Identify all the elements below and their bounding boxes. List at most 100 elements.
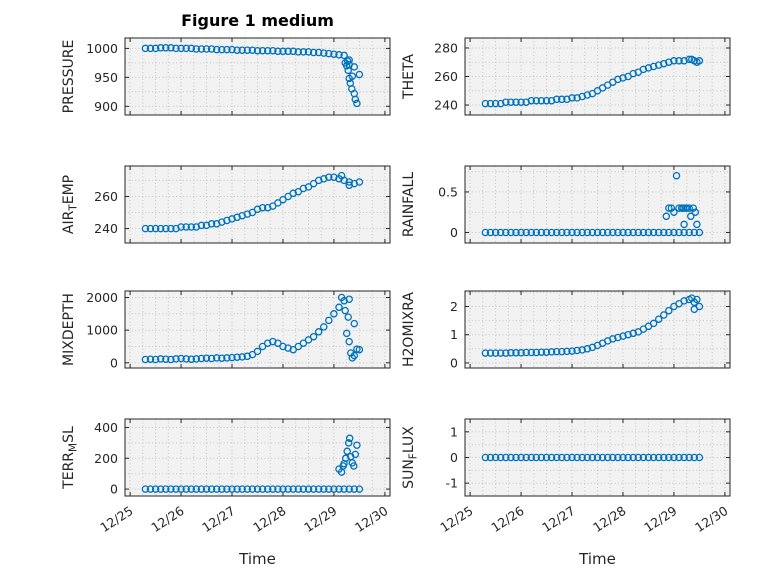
data-point-marker <box>263 485 272 493</box>
data-point-marker <box>578 346 586 354</box>
data-point-marker <box>238 353 246 361</box>
data-point-marker <box>685 453 693 462</box>
y-tick-label: 200 <box>94 451 118 466</box>
data-point-marker <box>583 228 592 237</box>
data-point-marker <box>552 95 561 104</box>
data-point-marker <box>496 99 505 108</box>
x-tick-label: 12/27 <box>199 503 237 535</box>
data-point-marker <box>695 453 704 462</box>
data-point-marker <box>486 453 495 462</box>
data-point-marker <box>218 45 226 54</box>
data-point-marker <box>330 310 338 318</box>
data-point-marker <box>284 192 292 201</box>
data-point-marker <box>693 58 701 66</box>
data-point-marker <box>517 228 525 237</box>
data-point-marker <box>233 213 241 222</box>
data-point-marker <box>670 228 678 237</box>
data-point-marker <box>644 228 653 237</box>
data-point-marker <box>263 203 272 212</box>
y-tick-label: 0 <box>450 355 458 370</box>
data-point-marker <box>660 453 668 462</box>
data-point-marker <box>353 345 361 353</box>
data-point-marker <box>207 485 216 493</box>
data-point-marker <box>345 295 353 303</box>
y-tick-label: 280 <box>434 40 458 55</box>
data-point-marker <box>527 96 536 105</box>
data-point-marker <box>491 349 500 357</box>
axes-border <box>464 37 731 116</box>
data-point-marker <box>563 453 571 462</box>
data-point-marker <box>685 228 693 237</box>
data-point-marker <box>341 454 350 463</box>
data-point-marker <box>624 228 632 237</box>
data-point-marker <box>151 44 160 53</box>
data-point-marker <box>670 57 678 65</box>
y-tick-label: 1000 <box>86 323 118 338</box>
data-point-marker <box>284 485 292 493</box>
y-axis-label: MIXDEPTH <box>61 293 77 366</box>
data-point-marker <box>690 305 699 314</box>
y-tick-label: 240 <box>94 221 118 236</box>
data-point-marker <box>634 228 643 237</box>
data-point-marker <box>496 349 505 357</box>
data-point-marker <box>342 329 351 338</box>
data-point-marker <box>340 51 348 60</box>
subplot-terr-msl: 0 200 400 12/25 12/26 12/27 12/28 12/29 12/30 TER… <box>61 418 391 535</box>
data-point-marker <box>294 342 303 351</box>
y-tick-label: 0.5 <box>438 184 458 199</box>
data-point-marker <box>481 99 490 108</box>
data-point-marker <box>583 453 592 462</box>
data-point-marker <box>258 203 267 212</box>
axes-border <box>124 418 391 497</box>
y-tick-label: 2000 <box>86 290 118 305</box>
data-point-marker <box>624 330 632 339</box>
data-point-marker <box>146 355 155 363</box>
data-point-marker <box>289 485 297 493</box>
data-point-marker <box>685 204 693 212</box>
data-point-marker <box>309 485 318 493</box>
data-point-marker <box>228 485 236 493</box>
data-point-marker <box>353 441 361 449</box>
data-point-marker <box>563 347 571 356</box>
data-point-marker <box>345 60 353 69</box>
data-point-marker <box>330 485 338 493</box>
data-point-marker <box>583 91 592 99</box>
data-point-marker <box>614 228 622 237</box>
data-point-marker <box>284 47 292 56</box>
data-point-marker <box>527 228 536 237</box>
data-point-marker <box>680 57 688 65</box>
data-point-marker <box>350 351 359 360</box>
data-point-marker <box>253 46 262 55</box>
data-point-marker <box>156 224 165 233</box>
data-point-marker <box>167 485 175 493</box>
data-point-marker <box>629 69 637 78</box>
data-point-marker <box>609 453 617 462</box>
data-point-marker <box>688 294 696 302</box>
subplot-mixdepth: 0 1000 2000 MIXDEPTH <box>61 290 391 370</box>
x-tick-label: 12/28 <box>250 503 288 535</box>
data-point-marker <box>202 45 211 53</box>
data-point-marker <box>162 44 170 52</box>
data-point-marker <box>619 74 627 82</box>
data-point-marker <box>248 485 257 493</box>
data-point-marker <box>248 350 257 359</box>
data-point-marker <box>187 485 196 493</box>
data-point-marker <box>350 462 358 470</box>
x-axis-label-left: Time <box>239 550 276 568</box>
plot-area <box>125 419 390 496</box>
data-point-marker <box>187 355 196 363</box>
data-point-marker <box>644 453 653 462</box>
data-point-marker <box>253 485 262 493</box>
data-point-marker <box>689 204 698 212</box>
data-point-marker <box>527 348 536 357</box>
data-point-marker <box>325 49 333 58</box>
data-point-marker <box>304 336 313 344</box>
data-point-marker <box>187 223 196 231</box>
data-point-marker <box>177 223 185 231</box>
data-point-marker <box>289 189 297 198</box>
data-point-marker <box>309 48 318 57</box>
data-point-marker <box>665 453 673 462</box>
data-point-marker <box>573 228 581 237</box>
